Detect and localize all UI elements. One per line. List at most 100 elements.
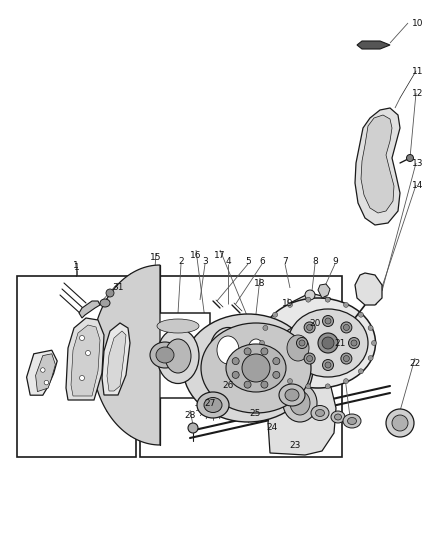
Ellipse shape [201, 323, 311, 413]
Circle shape [106, 289, 114, 297]
Polygon shape [66, 318, 104, 400]
Text: 9: 9 [332, 256, 338, 265]
Circle shape [299, 340, 305, 346]
Text: 11: 11 [412, 67, 424, 76]
Circle shape [318, 333, 338, 353]
Circle shape [306, 384, 311, 389]
Ellipse shape [386, 409, 414, 437]
Text: 6: 6 [259, 256, 265, 265]
Polygon shape [92, 265, 160, 445]
Circle shape [304, 353, 315, 364]
Circle shape [368, 326, 373, 330]
Circle shape [287, 302, 293, 308]
Text: 2: 2 [178, 256, 184, 265]
Text: 25: 25 [249, 408, 261, 417]
Circle shape [244, 381, 251, 388]
Circle shape [272, 369, 278, 374]
Bar [149, 313, 210, 398]
Circle shape [371, 341, 377, 345]
Ellipse shape [283, 384, 317, 422]
Bar [140, 276, 342, 457]
Circle shape [259, 341, 265, 345]
Ellipse shape [165, 339, 191, 373]
Circle shape [343, 302, 349, 308]
Circle shape [85, 351, 91, 356]
Circle shape [325, 384, 330, 389]
Text: 17: 17 [214, 251, 226, 260]
Circle shape [188, 423, 198, 433]
Text: 8: 8 [312, 256, 318, 265]
Text: 12: 12 [412, 88, 424, 98]
Text: 14: 14 [412, 181, 424, 190]
Circle shape [273, 372, 280, 378]
Circle shape [305, 290, 315, 300]
Circle shape [232, 372, 239, 378]
Circle shape [322, 316, 333, 327]
Circle shape [263, 356, 268, 360]
Text: 22: 22 [410, 359, 420, 367]
Ellipse shape [157, 319, 199, 333]
Polygon shape [79, 301, 100, 318]
Circle shape [41, 368, 45, 372]
Ellipse shape [100, 299, 110, 307]
Ellipse shape [183, 314, 313, 422]
Ellipse shape [279, 327, 317, 369]
Circle shape [261, 381, 268, 388]
Circle shape [341, 322, 352, 333]
Text: 24: 24 [266, 424, 278, 432]
Text: 15: 15 [150, 254, 162, 262]
Ellipse shape [157, 328, 199, 384]
Ellipse shape [287, 335, 309, 361]
Ellipse shape [343, 414, 361, 428]
Ellipse shape [290, 391, 310, 415]
Circle shape [406, 155, 413, 161]
Circle shape [343, 325, 350, 330]
Polygon shape [35, 354, 55, 392]
Ellipse shape [279, 384, 305, 406]
Ellipse shape [392, 415, 408, 431]
Circle shape [242, 354, 270, 382]
Polygon shape [355, 108, 400, 225]
Text: 28: 28 [184, 410, 196, 419]
Ellipse shape [288, 309, 368, 377]
Circle shape [232, 358, 239, 365]
Text: 16: 16 [190, 251, 202, 260]
Circle shape [261, 348, 268, 355]
Ellipse shape [217, 336, 239, 364]
Text: 23: 23 [290, 440, 301, 449]
Ellipse shape [285, 389, 299, 401]
Polygon shape [361, 115, 394, 213]
Polygon shape [266, 293, 338, 455]
Polygon shape [27, 350, 57, 395]
Text: 26: 26 [223, 381, 234, 390]
Text: 19: 19 [282, 298, 294, 308]
Ellipse shape [156, 347, 174, 363]
Ellipse shape [311, 406, 329, 421]
Ellipse shape [347, 417, 357, 424]
Text: 18: 18 [254, 279, 266, 287]
Circle shape [80, 335, 85, 341]
Text: 10: 10 [412, 19, 424, 28]
Text: 13: 13 [412, 158, 424, 167]
Circle shape [341, 353, 352, 364]
Ellipse shape [150, 342, 180, 368]
Circle shape [358, 312, 364, 317]
Text: 3: 3 [202, 256, 208, 265]
Circle shape [368, 356, 373, 360]
Circle shape [272, 312, 278, 317]
Text: 21: 21 [334, 338, 346, 348]
Ellipse shape [241, 331, 271, 369]
Text: 27: 27 [204, 399, 215, 408]
Text: 31: 31 [112, 284, 124, 293]
Polygon shape [355, 273, 382, 305]
Circle shape [322, 337, 334, 349]
Circle shape [297, 337, 307, 349]
Circle shape [304, 322, 315, 333]
Ellipse shape [261, 298, 375, 388]
Circle shape [325, 318, 331, 324]
Text: 5: 5 [245, 256, 251, 265]
Circle shape [244, 348, 251, 355]
Circle shape [351, 340, 357, 346]
Text: 7: 7 [282, 256, 288, 265]
Circle shape [273, 358, 280, 365]
